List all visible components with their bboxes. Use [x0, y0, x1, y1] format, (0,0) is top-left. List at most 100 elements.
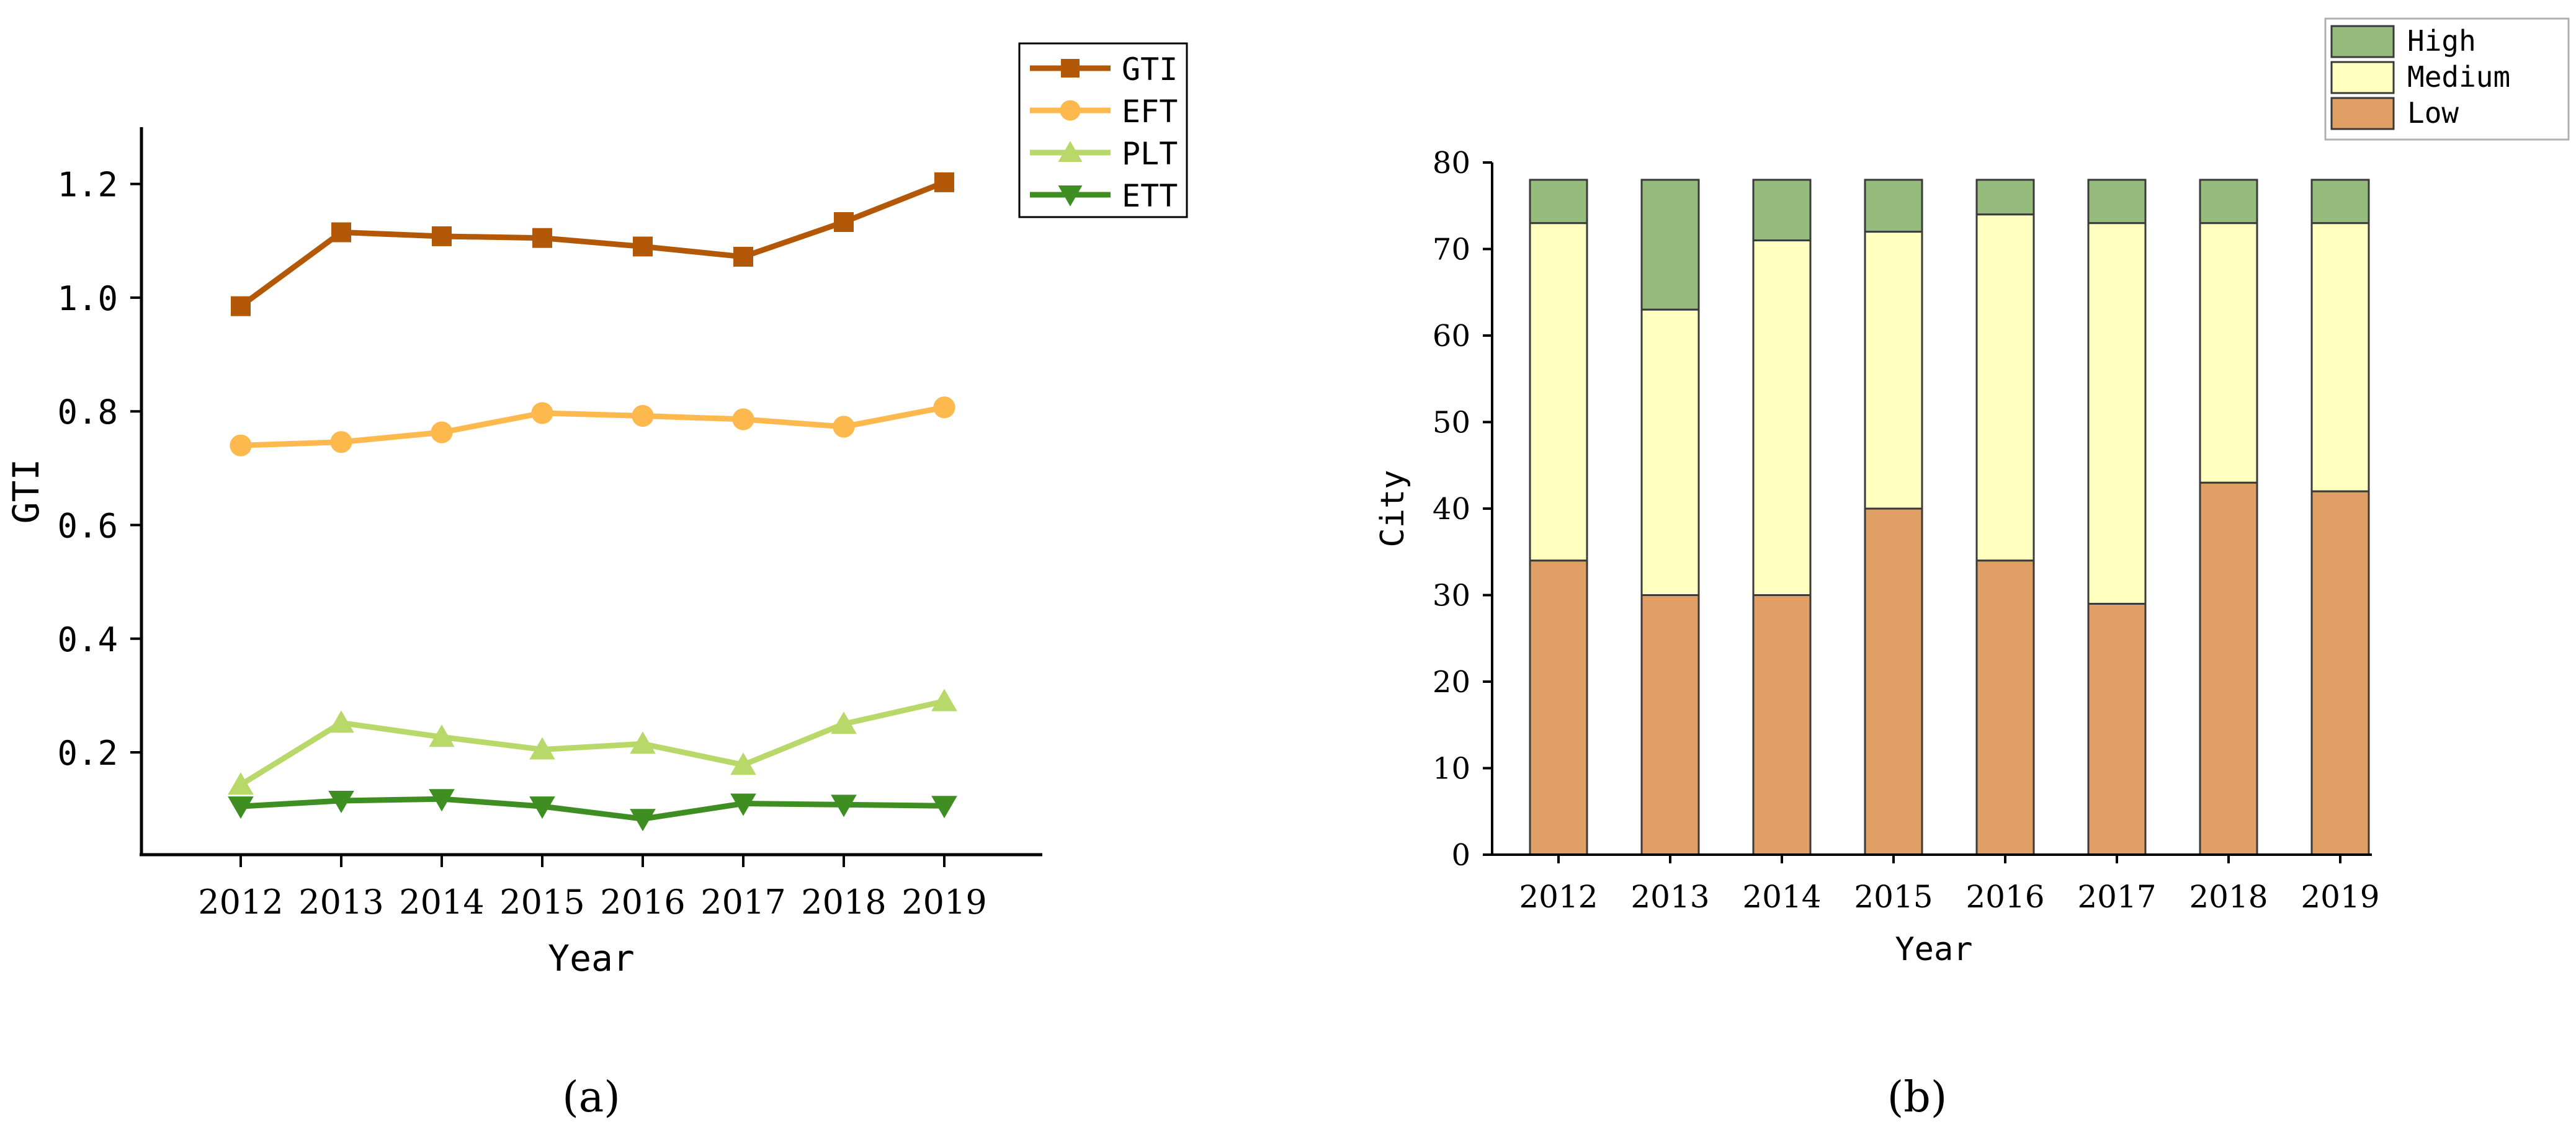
a-legend-label-plt: PLT [1122, 136, 1178, 172]
bar-medium-2017 [2087, 222, 2147, 605]
point-eft-2014 [431, 421, 453, 443]
b-y-ticks: 0 10 20 30 40 50 60 70 80 [1433, 146, 1492, 873]
b-x-tick-label: 2013 [1630, 879, 1709, 915]
point-plt-2013 [328, 710, 354, 733]
bar-low-2014 [1752, 594, 1812, 856]
series-line-ett [240, 796, 945, 822]
bar-medium-2013 [1640, 308, 1700, 596]
line-chart-a: 0.20.40.60.81.01.2 2012 2013 2014 2015 2016 2… [5, 42, 1188, 1122]
bar-low-2018 [2199, 481, 2258, 856]
b-y-tick-label: 0 [1451, 838, 1470, 873]
a-legend-marker-plt [1058, 141, 1083, 162]
bar-low-2015 [1864, 507, 1923, 856]
bar-high-2016 [1975, 179, 2035, 216]
b-bars [1529, 179, 2370, 856]
bar-high-2015 [1864, 179, 1923, 233]
b-legend-label-medium: Medium [2407, 60, 2510, 94]
point-eft-2017 [732, 408, 754, 430]
point-ett-2016 [630, 809, 656, 832]
a-y-ticks: 0.2 0.4 0.6 0.8 1.0 1.2 [57, 166, 141, 773]
point-eft-2018 [833, 416, 855, 438]
b-legend-swatch-medium [2330, 61, 2395, 94]
series-line-plt [239, 698, 945, 788]
a-y-tick-label: 0.8 [57, 393, 118, 432]
bar-low-2017 [2087, 602, 2147, 856]
b-x-tick-label: 2016 [1966, 879, 2044, 915]
a-y-tick-label: 1.2 [57, 166, 118, 205]
bar-low-2013 [1640, 594, 1700, 856]
bar-high-2012 [1529, 179, 1588, 225]
point-gti-2016 [633, 236, 653, 257]
b-legend-swatch-high [2330, 25, 2395, 58]
a-series [228, 172, 957, 832]
point-ett-2019 [931, 796, 957, 819]
point-gti-2018 [834, 212, 854, 233]
point-gti-2012 [231, 296, 251, 316]
b-x-tick-label: 2014 [1742, 879, 1821, 915]
bar-medium-2014 [1752, 239, 1812, 596]
b-x-ticks: 2012 2013 2014 2015 2016 2017 2018 2019 [1519, 855, 2380, 915]
point-ett-2017 [730, 793, 756, 816]
bar-low-2016 [1975, 559, 2035, 856]
b-y-tick-label: 20 [1433, 665, 1470, 700]
bar-high-2017 [2087, 179, 2147, 225]
point-ett-2014 [429, 789, 455, 812]
point-plt-2015 [529, 737, 555, 760]
a-x-axis-label: Year [548, 937, 635, 979]
b-x-axis-label: Year [1895, 931, 1972, 968]
a-legend-label-eft: EFT [1122, 94, 1178, 130]
series-line-eft [240, 404, 945, 448]
point-ett-2012 [228, 796, 254, 819]
bar-medium-2016 [1975, 213, 2035, 562]
b-x-tick-label: 2017 [2077, 879, 2156, 915]
b-x-tick-label: 2018 [2189, 879, 2268, 915]
point-gti-2015 [532, 228, 552, 248]
point-plt-2012 [228, 772, 254, 795]
bar-medium-2018 [2199, 222, 2258, 484]
a-x-ticks: 2012 2013 2014 2015 2016 2017 2018 2019 [198, 855, 987, 922]
point-eft-2012 [230, 434, 252, 456]
a-x-tick-label: 2015 [499, 883, 584, 922]
a-x-tick-label: 2014 [399, 883, 484, 922]
a-legend-marker-gti [1061, 59, 1080, 78]
a-legend-label-gti: GTI [1122, 51, 1178, 87]
point-plt-2019 [931, 688, 957, 711]
b-caption: (b) [1887, 1073, 1948, 1122]
b-y-axis-label: City [1374, 470, 1411, 547]
b-legend-label-low: Low [2407, 96, 2459, 130]
a-y-axis-label: GTI [5, 459, 47, 524]
a-y-tick-label: 0.6 [57, 506, 118, 545]
point-plt-2018 [831, 711, 857, 734]
a-y-tick-label: 0.4 [57, 620, 118, 659]
a-x-tick-label: 2012 [198, 883, 283, 922]
point-eft-2015 [531, 402, 553, 424]
point-ett-2015 [529, 796, 555, 819]
a-y-tick-label: 1.0 [57, 279, 118, 318]
point-eft-2016 [632, 404, 654, 427]
b-y-tick-label: 70 [1433, 233, 1470, 267]
a-y-tick-label: 0.2 [57, 734, 118, 773]
bar-high-2019 [2310, 179, 2370, 225]
a-legend-marker-ett [1058, 185, 1083, 207]
b-legend-label-high: High [2407, 24, 2476, 58]
bar-medium-2019 [2310, 222, 2370, 492]
a-x-tick-label: 2019 [901, 883, 986, 922]
a-legend: GTI EFT PLT ETT [1018, 42, 1188, 218]
a-x-tick-label: 2016 [600, 883, 685, 922]
a-x-tick-label: 2017 [700, 883, 785, 922]
b-y-tick-label: 10 [1433, 752, 1470, 786]
b-y-tick-label: 40 [1433, 492, 1470, 527]
b-y-tick-label: 60 [1433, 319, 1470, 354]
point-gti-2019 [934, 172, 954, 192]
a-x-tick-label: 2018 [801, 883, 886, 922]
series-line-gti [239, 179, 946, 309]
b-y-tick-label: 80 [1433, 146, 1470, 180]
point-ett-2013 [328, 790, 354, 813]
bar-high-2014 [1752, 179, 1812, 242]
b-x-tick-label: 2012 [1519, 879, 1598, 915]
bar-high-2018 [2199, 179, 2258, 225]
a-caption: (a) [562, 1073, 620, 1122]
b-x-tick-label: 2015 [1854, 879, 1933, 915]
bar-low-2012 [1529, 559, 1588, 856]
